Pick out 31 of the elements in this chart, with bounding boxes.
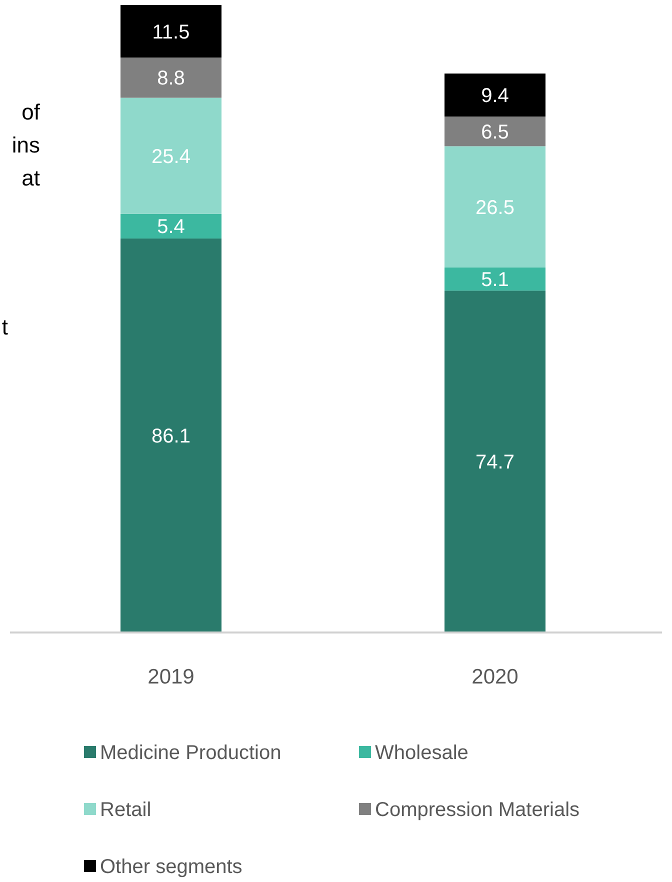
data-label: 11.5: [152, 21, 190, 44]
legend-label: Other segments: [100, 856, 242, 878]
x-tick-label: 2019: [148, 665, 194, 688]
legend-label: Medicine Production: [100, 742, 282, 764]
annotation: ins: [12, 132, 40, 158]
bar: [444, 74, 546, 117]
bar: [444, 116, 546, 146]
data-label: 5.4: [157, 216, 185, 238]
annotation: of: [22, 100, 41, 125]
bar: [444, 267, 546, 291]
data-label: 74.7: [476, 451, 514, 474]
legend-label: Retail: [100, 799, 152, 821]
annotation: at: [22, 166, 40, 191]
data-label: 6.5: [481, 121, 509, 144]
bar: [444, 146, 546, 268]
data-label: 5.1: [481, 268, 509, 291]
legend-label: Compression Materials: [375, 799, 580, 821]
bar: [120, 5, 222, 58]
bar: [120, 214, 222, 239]
bar: [444, 290, 546, 632]
data-label: 9.4: [481, 85, 509, 108]
bar: [120, 58, 222, 98]
x-tick-label: 2020: [472, 665, 518, 688]
data-label: 8.8: [157, 68, 185, 90]
data-label: 26.5: [476, 196, 514, 219]
bar: [120, 238, 222, 632]
text: t: [2, 314, 8, 340]
data-label: 25.4: [152, 146, 190, 168]
legend-label: Wholesale: [375, 742, 468, 764]
bar: [120, 98, 222, 214]
data-label: 86.1: [152, 425, 190, 448]
